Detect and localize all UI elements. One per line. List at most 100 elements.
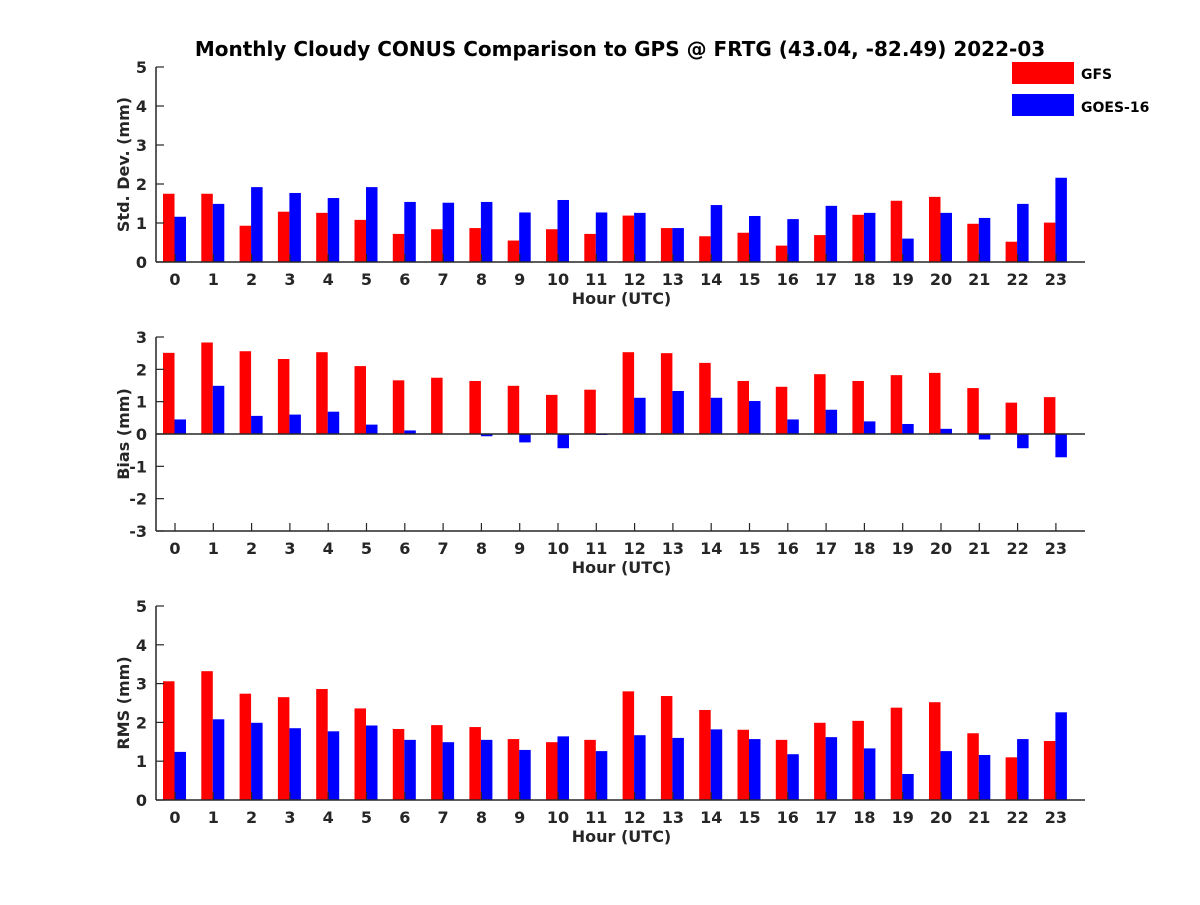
bar-panel2-goes16-hour-3 [289, 414, 301, 434]
bar-panel3-gfs-hour-1 [201, 671, 213, 800]
bar-panel2-goes16-hour-18 [863, 421, 876, 434]
bar-panel1-goes16-hour-19 [902, 238, 914, 262]
chart-title: Monthly Cloudy CONUS Comparison to GPS @… [195, 37, 1045, 61]
bar-panel3-gfs-hour-22 [1005, 757, 1018, 800]
x-tick-label-panel2-hour-2: 2 [246, 539, 257, 558]
bar-panel3-gfs-hour-18 [852, 720, 864, 800]
bar-panel1-gfs-hour-6 [392, 233, 405, 262]
y-tick-label-panel1-2: 2 [136, 175, 147, 194]
bar-panel2-gfs-hour-14 [699, 362, 711, 434]
bar-panel1-gfs-hour-3 [277, 211, 290, 262]
x-tick-label-panel2-hour-23: 23 [1045, 539, 1067, 558]
bar-panel1-gfs-hour-0 [163, 193, 175, 262]
x-tick-label-panel3-hour-2: 2 [246, 808, 257, 827]
bar-panel3-gfs-hour-14 [699, 709, 711, 800]
bar-panel2-goes16-hour-22 [1017, 434, 1029, 449]
x-tick-label-panel1-hour-8: 8 [476, 270, 487, 289]
bar-panel1-goes16-hour-8 [480, 201, 493, 262]
x-tick-label-panel2-hour-22: 22 [1006, 539, 1028, 558]
x-tick-label-panel2-hour-17: 17 [815, 539, 837, 558]
x-tick-label-panel3-hour-14: 14 [700, 808, 722, 827]
bar-panel3-gfs-hour-15 [737, 729, 749, 800]
bar-panel3-goes16-hour-20 [940, 751, 952, 800]
bar-panel2-gfs-hour-1 [201, 342, 213, 434]
bar-panel2-goes16-hour-0 [174, 419, 186, 434]
bar-panel1-gfs-hour-16 [775, 245, 788, 262]
legend-swatch-goes16 [1012, 94, 1074, 116]
bar-panel1-gfs-hour-2 [239, 225, 252, 262]
bar-panel3-gfs-hour-2 [239, 693, 252, 800]
legend-swatch-gfs [1012, 62, 1074, 84]
x-tick-label-panel1-hour-7: 7 [438, 270, 449, 289]
bar-panel2-gfs-hour-19 [890, 375, 903, 434]
bar-panel1-gfs-hour-7 [431, 229, 443, 262]
y-tick-label-panel1-1: 1 [136, 214, 147, 233]
x-tick-label-panel1-hour-16: 16 [777, 270, 799, 289]
bar-panel2-goes16-hour-16 [787, 419, 799, 434]
y-axis-label-panel-1: Std. Dev. (mm) [114, 97, 133, 232]
bar-panel2-goes16-hour-4 [327, 411, 340, 434]
bar-panel1-gfs-hour-13 [660, 228, 673, 262]
x-tick-label-panel2-hour-8: 8 [476, 539, 487, 558]
bar-panel3-goes16-hour-15 [749, 739, 761, 800]
legend-label-gfs: GFS [1081, 67, 1112, 83]
y-tick-label-panel1-5: 5 [136, 58, 147, 77]
bar-panel1-gfs-hour-12 [622, 215, 635, 262]
bar-panel2-goes16-hour-17 [825, 409, 838, 434]
x-tick-label-panel1-hour-0: 0 [169, 270, 180, 289]
bar-panel1-goes16-hour-17 [825, 205, 838, 262]
y-axis-label-panel-2: Bias (mm) [114, 388, 133, 480]
bar-panel1-gfs-hour-9 [507, 240, 520, 262]
bar-panel2-gfs-hour-10 [546, 394, 558, 434]
bar-panel3-gfs-hour-9 [507, 739, 520, 800]
x-tick-label-panel2-hour-20: 20 [930, 539, 952, 558]
x-tick-label-panel3-hour-20: 20 [930, 808, 952, 827]
bar-panel3-goes16-hour-10 [557, 736, 569, 800]
bar-panel3-goes16-hour-4 [327, 731, 340, 800]
x-tick-label-panel3-hour-16: 16 [777, 808, 799, 827]
bar-panel3-gfs-hour-6 [392, 729, 405, 800]
bar-panel3-gfs-hour-21 [967, 733, 979, 800]
bar-panel2-goes16-hour-5 [366, 424, 378, 434]
x-tick-label-panel3-hour-10: 10 [547, 808, 569, 827]
bar-panel2-goes16-hour-15 [749, 401, 761, 434]
bar-panel2-gfs-hour-15 [737, 380, 749, 434]
bar-panel2-gfs-hour-6 [392, 380, 405, 434]
y-tick-label-panel1-4: 4 [136, 97, 147, 116]
bar-panel2-gfs-hour-20 [929, 372, 941, 434]
bar-panel2-goes16-hour-21 [978, 434, 991, 440]
bar-panel3-goes16-hour-6 [404, 739, 416, 800]
bar-panel3-gfs-hour-13 [660, 696, 673, 800]
x-tick-label-panel2-hour-6: 6 [399, 539, 410, 558]
x-tick-label-panel2-hour-5: 5 [361, 539, 372, 558]
bar-panel2-gfs-hour-8 [469, 380, 481, 434]
x-tick-label-panel2-hour-21: 21 [968, 539, 990, 558]
bar-panel1-gfs-hour-20 [929, 196, 941, 262]
bar-panel3-goes16-hour-1 [212, 719, 225, 800]
bar-panel1-goes16-hour-1 [212, 203, 225, 262]
x-tick-label-panel3-hour-23: 23 [1045, 808, 1067, 827]
x-tick-label-panel3-hour-22: 22 [1006, 808, 1028, 827]
bar-panel2-gfs-hour-5 [354, 366, 366, 434]
y-tick-label-panel3-0: 0 [136, 791, 147, 810]
x-tick-label-panel1-hour-10: 10 [547, 270, 569, 289]
bar-panel2-goes16-hour-14 [710, 397, 723, 434]
x-tick-label-panel2-hour-4: 4 [323, 539, 334, 558]
bar-panel1-gfs-hour-22 [1005, 241, 1018, 262]
bar-panel2-goes16-hour-9 [519, 434, 531, 443]
bar-panel3-goes16-hour-11 [595, 751, 608, 800]
x-tick-label-panel1-hour-21: 21 [968, 270, 990, 289]
x-tick-label-panel2-hour-15: 15 [738, 539, 760, 558]
y-tick-label-panel1-3: 3 [136, 136, 147, 155]
bar-panel1-goes16-hour-7 [442, 202, 455, 262]
x-tick-label-panel2-hour-19: 19 [892, 539, 914, 558]
y-axis-label-panel-3: RMS (mm) [114, 656, 133, 749]
bar-panel2-goes16-hour-20 [940, 428, 952, 434]
bar-panel1-gfs-hour-1 [201, 193, 213, 262]
bar-panel2-gfs-hour-9 [507, 385, 520, 434]
x-axis-label-panel-3: Hour (UTC) [572, 827, 672, 846]
y-tick-label-panel2-5: 2 [136, 360, 147, 379]
